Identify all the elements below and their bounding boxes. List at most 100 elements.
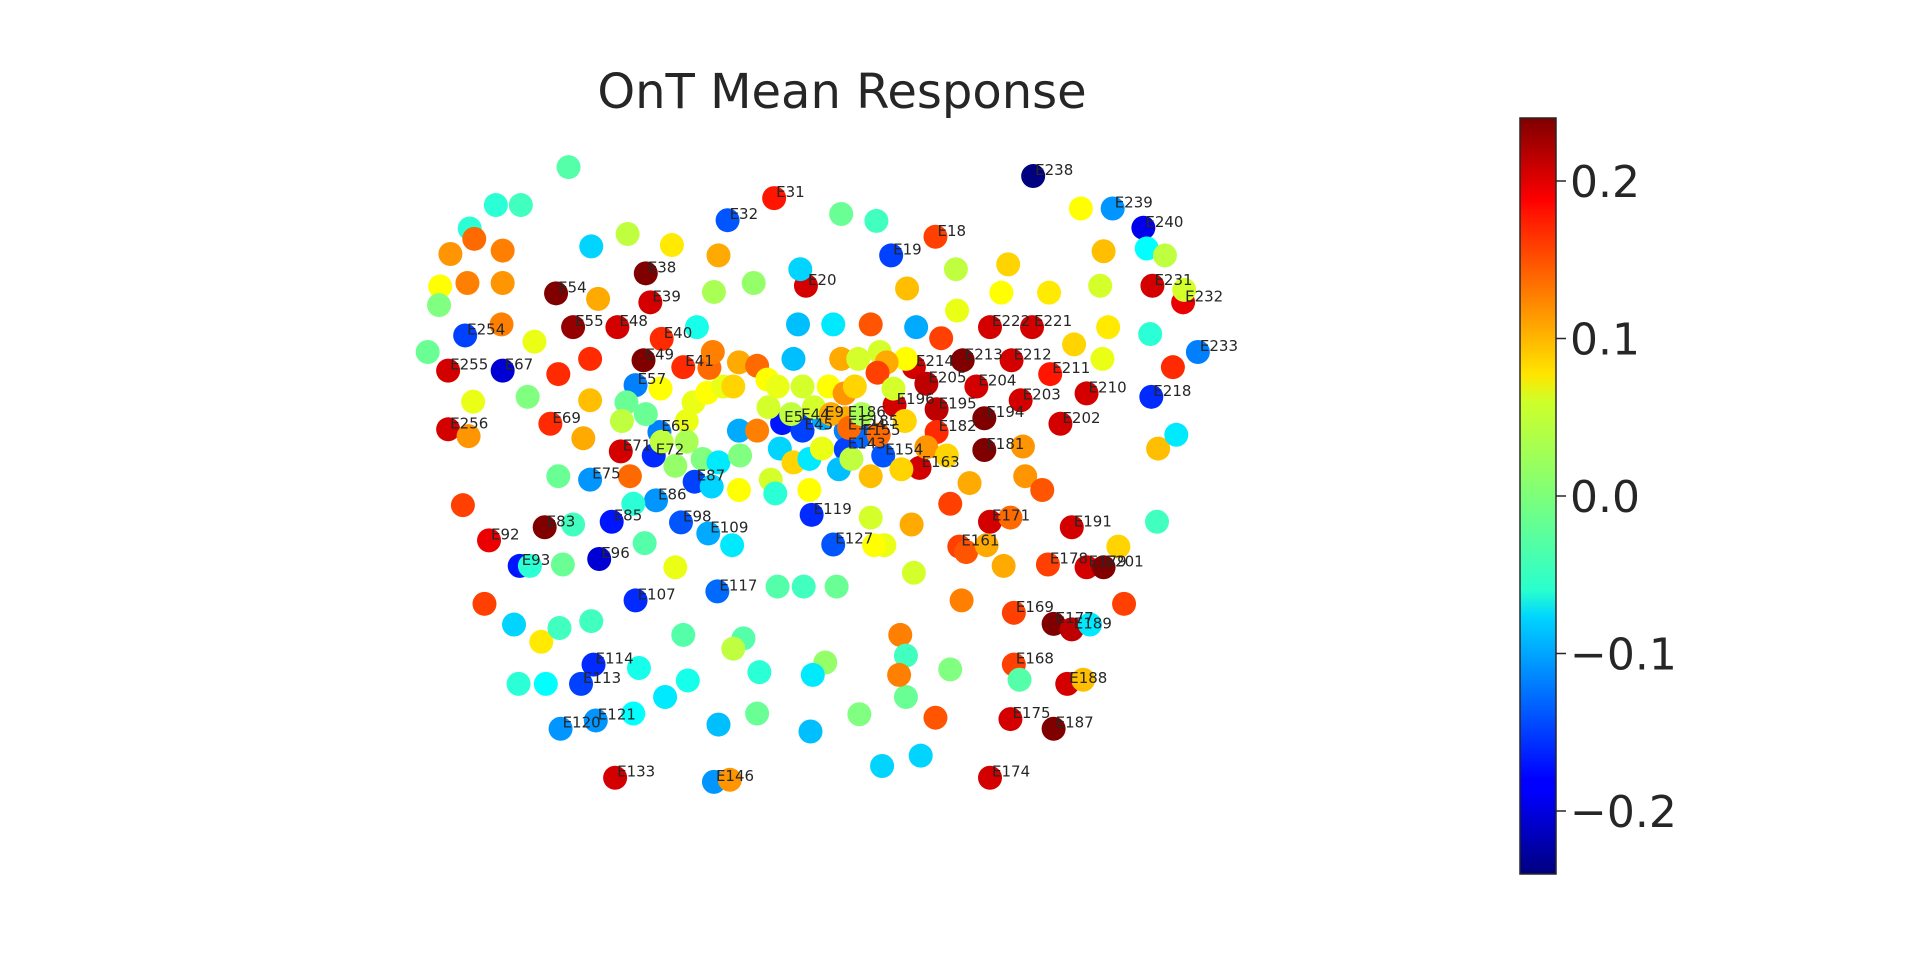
electrode-point (1013, 464, 1038, 489)
electrode-point (824, 574, 849, 599)
electrode-point (561, 512, 586, 537)
electrode-point (989, 280, 1014, 305)
electrode-label: E231 (1154, 271, 1192, 289)
electrode-label: E113 (583, 669, 621, 687)
electrode-point-e54 (544, 281, 569, 306)
electrode-point-e205 (914, 371, 939, 396)
electrode-point (1138, 322, 1163, 347)
electrode-point (914, 435, 939, 460)
electrode-label: E210 (1089, 378, 1127, 396)
electrode-point (949, 588, 974, 613)
electrode-point-e113 (569, 671, 594, 696)
electrode-point (648, 376, 673, 401)
electrode-label: E19 (893, 240, 922, 258)
electrode-point-e85 (599, 509, 624, 534)
electrode-point (1071, 667, 1096, 692)
electrode-point-e256 (436, 417, 461, 442)
colorbar-tick-label: 0.1 (1570, 315, 1640, 366)
electrode-label: E238 (1035, 161, 1073, 179)
electrode-point (726, 478, 751, 502)
electrode-label: E93 (522, 551, 551, 569)
colorbar: −0.2 −0.1 0.0 0.1 0.2 (1519, 117, 1677, 875)
electrode-label: E98 (683, 507, 712, 525)
electrode-point (556, 155, 581, 180)
electrode-point (893, 643, 918, 668)
electrode-point-e203 (1008, 388, 1033, 413)
electrode-label: E133 (617, 763, 655, 781)
electrode-point (809, 436, 834, 461)
electrode-point (943, 257, 968, 282)
electrode-label: E177 (1056, 609, 1094, 627)
electrode-point (1007, 667, 1032, 692)
electrode-point (663, 555, 688, 580)
electrode-point (461, 389, 486, 414)
electrode-point (506, 671, 531, 696)
electrode-label: E168 (1016, 650, 1054, 668)
electrode-point (684, 315, 709, 340)
electrode-point-e191 (1059, 515, 1084, 540)
electrode-point-e98 (669, 510, 694, 535)
electrode-point-e107 (623, 588, 648, 613)
electrode-label: E204 (978, 372, 1016, 390)
electrode-point (1010, 434, 1035, 459)
electrode-point (1062, 332, 1087, 357)
electrode-point (862, 533, 887, 558)
electrode-point (517, 553, 542, 578)
electrode-label: E232 (1185, 287, 1223, 305)
electrode-label: E5 (784, 408, 803, 426)
electrode-point (653, 685, 678, 709)
electrode-point (756, 395, 781, 420)
electrode-label: E254 (467, 320, 505, 338)
electrode-point (671, 622, 696, 647)
electrode-label: E178 (1050, 550, 1088, 568)
electrode-point (745, 701, 770, 726)
electrode-label: E86 (658, 485, 687, 503)
electrode-point (866, 422, 891, 447)
electrode-point (745, 418, 770, 443)
electrode-point (957, 471, 982, 496)
electrode-label: E239 (1115, 193, 1153, 211)
electrode-point-e178 (1035, 552, 1060, 577)
electrode-label: E85 (614, 507, 643, 525)
electrode-point (621, 701, 646, 726)
electrode-point (462, 226, 487, 251)
electrode-point (1164, 422, 1189, 447)
electrode-point (1160, 355, 1185, 380)
electrode-label: E191 (1074, 512, 1112, 530)
electrode-point (706, 712, 731, 737)
electrode-point-e169 (1001, 600, 1026, 625)
electrode-point-e181 (972, 437, 997, 462)
electrode-label: E212 (1014, 345, 1052, 363)
electrode-label: E9 (825, 403, 844, 421)
electrode-point-e175 (998, 707, 1023, 732)
electrode-point-e41 (671, 355, 696, 380)
electrode-label: E92 (491, 525, 520, 543)
electrode-label: E32 (730, 205, 759, 223)
electrode-point (579, 234, 604, 259)
electrode-point (515, 384, 540, 409)
electrode-label: E117 (719, 576, 757, 594)
electrode-label: E121 (598, 705, 636, 723)
electrode-point-e96 (587, 547, 612, 571)
electrode-point-e177 (1041, 611, 1066, 636)
electrode-label: E49 (646, 345, 675, 363)
electrode-point (1152, 243, 1177, 268)
electrode-label: E75 (592, 465, 621, 483)
electrode-point-e202 (1048, 411, 1073, 436)
electrode-label: E194 (986, 403, 1024, 421)
electrode-point (829, 202, 854, 226)
electrode-point-e179 (1074, 555, 1099, 580)
electrode-point (1096, 315, 1121, 340)
electrode-point (726, 350, 751, 375)
electrode-point (550, 552, 575, 577)
electrode-label: E120 (563, 714, 601, 732)
electrode-point (427, 293, 452, 318)
electrode-label: E221 (1034, 312, 1072, 330)
electrode-label: E124 (848, 416, 886, 434)
electrode-point-e254 (453, 323, 478, 348)
electrode-point (847, 702, 872, 727)
electrode-label: E96 (601, 544, 630, 562)
electrode-label: E169 (1016, 598, 1054, 616)
electrode-label: E38 (648, 258, 677, 276)
electrode-point-e133 (603, 765, 628, 790)
